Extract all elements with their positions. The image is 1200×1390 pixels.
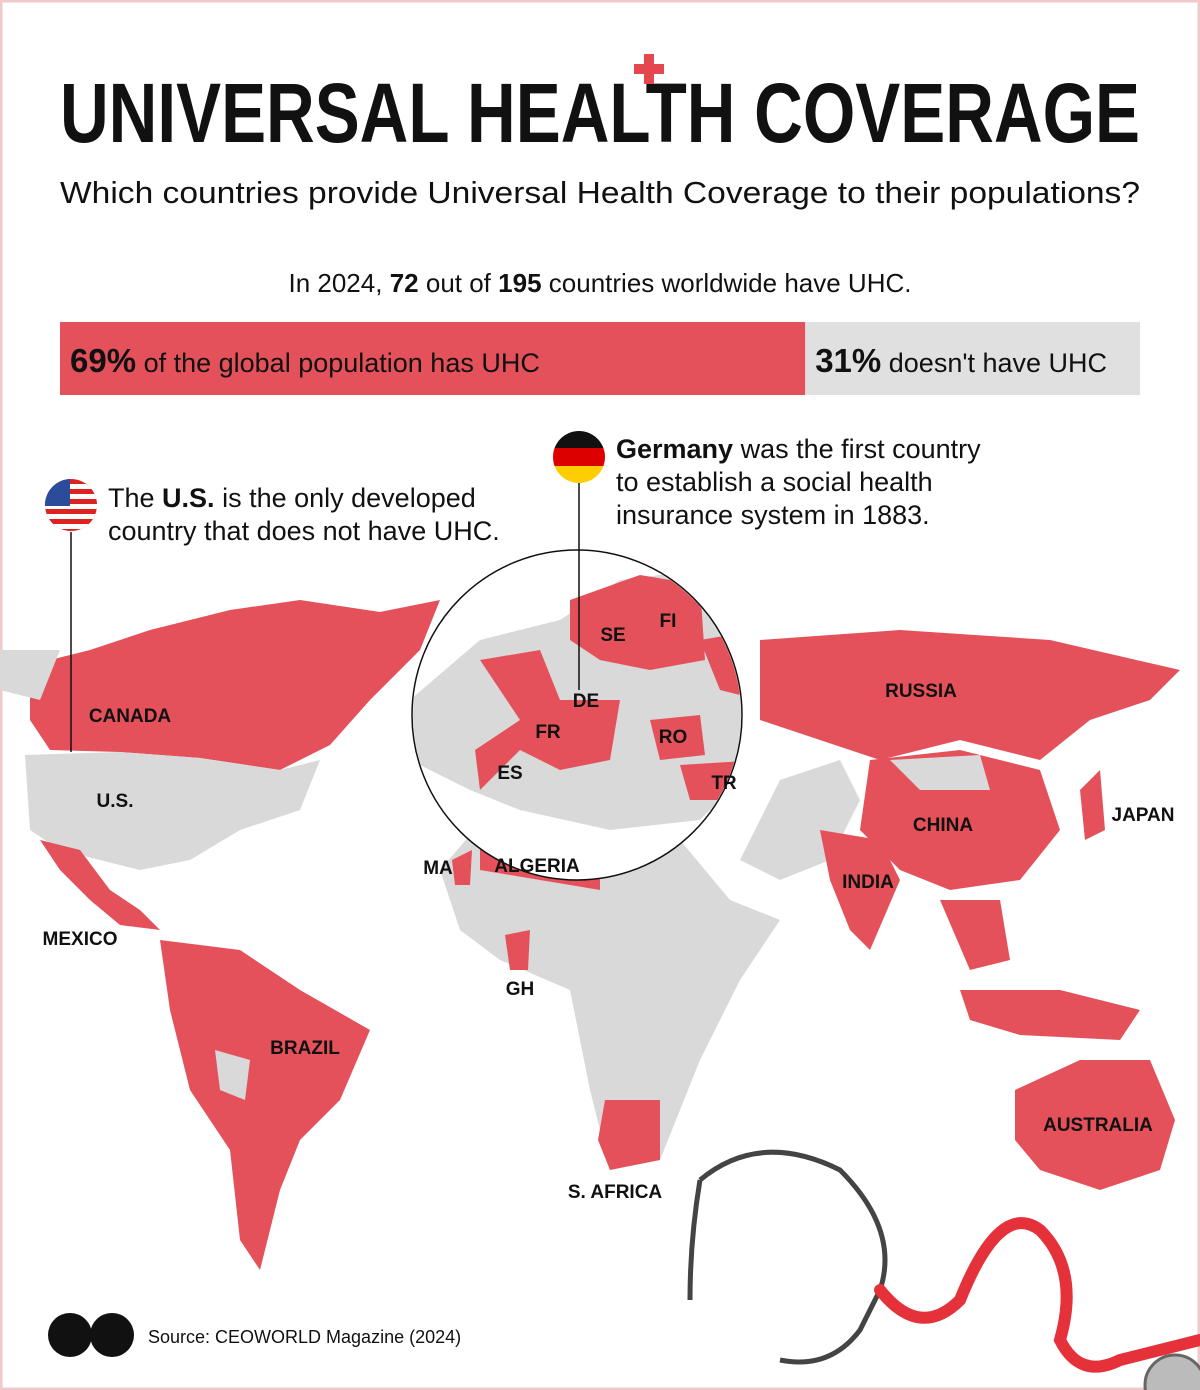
country-label: JAPAN [1112,805,1175,826]
country-label: TR [711,773,737,794]
stat-line: In 2024, 72 out of 195 countries worldwi… [288,268,911,298]
country-label: CANADA [89,706,172,727]
country-label: RUSSIA [885,681,957,702]
population-bar: 69% of the global population has UHC 31% … [60,322,1140,395]
country-label: SE [600,625,625,646]
note-bold: U.S. [162,483,215,513]
country-label: ES [497,763,522,784]
note-text: country that does not have UHC. [108,516,500,546]
title: UNIVERSAL HEALTH COVERAGE [60,66,1140,160]
country-label: BRAZIL [270,1038,340,1059]
stat-text: out of [426,268,492,298]
note-text: is the only developed [222,483,476,513]
bar-percent: 69% [70,342,136,379]
bar-segment [60,322,806,395]
source: Source: CEOWORLD Magazine (2024) [148,1327,461,1347]
country-label: INDIA [842,872,894,893]
country-label: MEXICO [43,929,118,950]
note-text: The [108,483,155,513]
country-label: FI [660,611,677,632]
cross-icon [634,54,664,84]
subtitle: Which countries provide Universal Health… [60,175,1140,210]
stat-number: 72 [390,268,419,298]
bar-text: of the global population has UHC [144,348,540,378]
country-label: RO [659,727,688,748]
bar-text: doesn't have UHC [889,348,1107,378]
stat-text: countries worldwide have UHC. [549,268,912,298]
stat-number: 195 [498,268,541,298]
world-map [0,431,1200,1390]
bar-segment [805,322,1140,395]
country-label: S. AFRICA [568,1182,663,1203]
germany-note: Germany was the first country to establis… [616,434,981,530]
note-text: insurance system in 1883. [616,500,930,530]
country-label: CHINA [913,815,973,836]
map-labels: CANADA U.S. MEXICO BRAZIL MA ALGERIA GH S. AFRI… [43,611,1175,1203]
bar-label: 69% of the global population has UHC [70,342,540,379]
bar-label: 31% doesn't have UHC [815,342,1107,379]
bar-percent: 31% [815,342,881,379]
country-label: FR [535,722,561,743]
country-label: GH [506,979,535,1000]
stat-text: In 2024, [288,268,382,298]
us-note: The U.S. is the only developed country th… [108,483,500,546]
country-label: U.S. [97,791,134,812]
country-label: MA [423,858,453,879]
country-label: DE [573,691,599,712]
note-text: was the first country [740,434,982,464]
note-text: to establish a social health [616,467,933,497]
country-label: AUSTRALIA [1043,1115,1153,1136]
country-label: ALGERIA [494,856,580,877]
note-bold: Germany [616,434,733,464]
